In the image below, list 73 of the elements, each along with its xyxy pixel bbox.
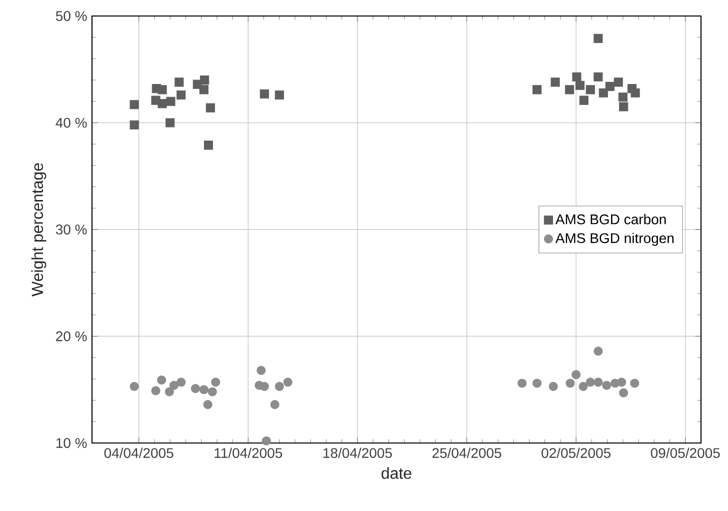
point xyxy=(158,99,167,108)
point xyxy=(572,72,582,82)
point xyxy=(594,72,603,82)
point xyxy=(130,120,139,130)
point xyxy=(565,85,574,94)
point xyxy=(572,370,581,380)
point xyxy=(594,378,603,387)
x-tick-label: 04/04/2005 xyxy=(104,448,174,458)
point xyxy=(586,378,595,387)
x-tick-label: 11/04/2005 xyxy=(214,448,282,458)
point xyxy=(211,378,220,387)
point xyxy=(566,378,575,388)
point xyxy=(158,85,167,94)
point xyxy=(206,103,215,112)
y-tick-label: 20 % xyxy=(56,331,87,342)
point xyxy=(586,85,595,94)
x-tick-label: 25/04/2005 xyxy=(432,448,502,458)
point xyxy=(532,85,542,94)
point xyxy=(174,78,184,87)
point xyxy=(602,380,612,390)
point xyxy=(617,378,626,387)
point xyxy=(199,85,208,94)
y-tick-label: 30 % xyxy=(56,224,87,234)
x-tick-label: 02/05/2005 xyxy=(542,448,611,458)
point xyxy=(578,382,588,391)
point xyxy=(256,366,266,375)
point xyxy=(274,382,284,391)
y-tick-label: 40 % xyxy=(56,118,87,128)
point xyxy=(164,387,174,396)
point xyxy=(619,102,628,112)
point xyxy=(594,34,603,43)
x-axis-title: date xyxy=(382,467,412,479)
point xyxy=(270,400,280,410)
point xyxy=(598,88,608,98)
point xyxy=(618,92,628,102)
legend-label: AMS BGD carbon xyxy=(555,214,666,224)
point xyxy=(605,82,614,91)
y-tick-label: 10 % xyxy=(56,438,87,448)
point xyxy=(614,78,623,87)
point xyxy=(630,88,640,98)
point xyxy=(203,400,212,410)
x-tick-label: 18/04/2005 xyxy=(323,448,392,458)
point xyxy=(151,386,160,396)
point xyxy=(190,384,200,394)
point xyxy=(594,346,603,356)
point xyxy=(200,76,210,85)
point xyxy=(204,140,214,150)
point xyxy=(199,385,208,394)
point xyxy=(166,118,175,128)
point xyxy=(262,436,271,446)
point xyxy=(619,388,628,398)
legend-label: AMS BGD nitrogen xyxy=(555,232,674,246)
point xyxy=(575,80,585,90)
y-tick-label: 50 % xyxy=(56,11,87,21)
point xyxy=(130,382,139,391)
point xyxy=(550,78,560,87)
point xyxy=(283,378,292,387)
point xyxy=(166,96,176,106)
point xyxy=(274,90,284,100)
x-tick-label: 09/05/2005 xyxy=(650,448,720,458)
point xyxy=(548,382,558,391)
point xyxy=(208,387,217,396)
point xyxy=(169,380,179,390)
point xyxy=(130,100,139,110)
point xyxy=(260,89,269,98)
y-axis-title: Weight percentage xyxy=(31,163,46,296)
point xyxy=(630,378,640,388)
point xyxy=(532,378,542,388)
point xyxy=(157,375,166,385)
point xyxy=(518,378,527,388)
point xyxy=(176,378,186,387)
point xyxy=(579,96,588,105)
point xyxy=(176,90,186,100)
